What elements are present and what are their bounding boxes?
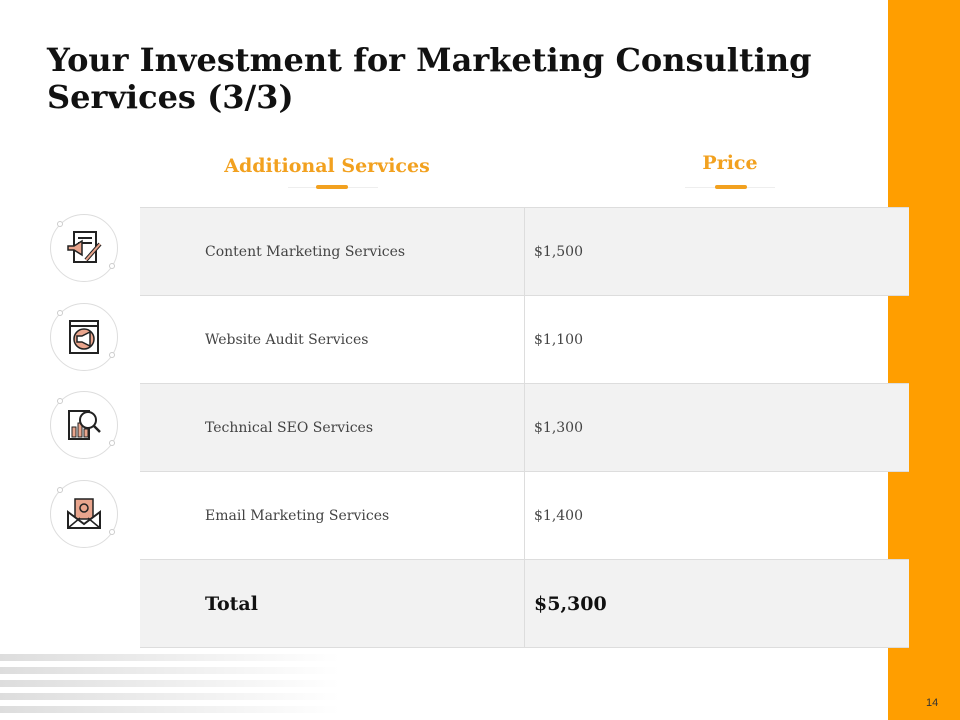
- page-title: Your Investment for Marketing Consulting…: [47, 41, 812, 116]
- header-underline: [715, 185, 747, 189]
- service-price: $1,300: [524, 384, 583, 471]
- table-row: Email Marketing Services $1,400: [140, 472, 909, 560]
- service-name: Technical SEO Services: [205, 419, 374, 436]
- service-name: Email Marketing Services: [205, 507, 390, 524]
- website-audit-icon: [50, 303, 118, 371]
- header-additional-services: Additional Services: [224, 155, 430, 177]
- decorative-stripes: [0, 654, 340, 719]
- header-price: Price: [702, 152, 758, 174]
- total-row: Total $5,300: [140, 560, 909, 648]
- total-price: $5,300: [524, 560, 607, 647]
- service-name: Content Marketing Services: [205, 243, 406, 260]
- content-marketing-icon: [50, 214, 118, 282]
- table-row: Website Audit Services $1,100: [140, 296, 909, 384]
- total-label: Total: [205, 592, 258, 615]
- seo-search-icon: [50, 391, 118, 459]
- table-row: Content Marketing Services $1,500: [140, 207, 909, 296]
- service-price: $1,400: [524, 472, 583, 559]
- table-row: Technical SEO Services $1,300: [140, 384, 909, 472]
- pricing-table: Content Marketing Services $1,500 Website…: [140, 207, 909, 648]
- service-name: Website Audit Services: [205, 331, 369, 348]
- header-underline: [316, 185, 348, 189]
- service-price: $1,500: [524, 208, 583, 295]
- page-number: 14: [926, 697, 939, 709]
- email-icon: [50, 480, 118, 548]
- service-price: $1,100: [524, 296, 583, 383]
